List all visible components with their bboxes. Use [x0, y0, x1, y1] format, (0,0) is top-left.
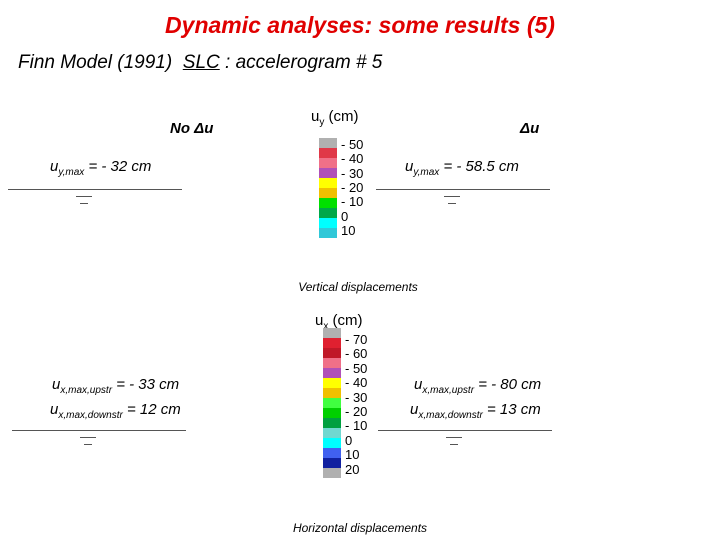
legend-label: - 10	[341, 194, 364, 210]
legend-swatch	[319, 208, 337, 218]
legend-label: - 50	[345, 360, 368, 376]
legend-swatch	[323, 408, 341, 418]
legend-swatch	[323, 338, 341, 348]
legend-swatch	[323, 428, 341, 438]
legend-swatch	[319, 178, 337, 188]
value-text: = - 58.5 cm	[439, 158, 519, 175]
legend-swatch	[323, 448, 341, 458]
symbol: u	[50, 158, 59, 175]
subtitle-part: : accelerogram # 5	[225, 52, 383, 73]
legend-label: 10	[341, 222, 356, 238]
line	[450, 444, 458, 445]
legend-label: - 50	[341, 137, 364, 152]
legend-swatch	[319, 218, 337, 228]
line	[444, 196, 460, 197]
legend-swatch	[319, 138, 337, 148]
title: Dynamic analyses: some results (5)	[165, 12, 555, 38]
symbol: u	[50, 401, 59, 418]
caption: Vertical displacements	[298, 280, 418, 294]
value-text: = - 33 cm	[112, 376, 180, 393]
subscript: x,max,downstr	[418, 410, 483, 421]
legend-label: 0	[341, 208, 349, 224]
line	[378, 430, 552, 431]
subscript: y,max	[58, 167, 85, 178]
value-text: = - 80 cm	[474, 376, 542, 393]
line	[8, 189, 182, 190]
legend-swatch	[323, 438, 341, 448]
line	[76, 196, 92, 197]
legend-label: - 20	[341, 179, 364, 195]
legend-swatch	[319, 228, 337, 238]
line	[80, 203, 88, 204]
unit: (cm)	[324, 108, 359, 125]
legend-swatch	[323, 348, 341, 358]
result: ux,max,upstr = - 33 cm	[52, 376, 179, 396]
line	[84, 444, 92, 445]
legend-swatch	[319, 168, 337, 178]
legend-label: - 30	[345, 389, 368, 405]
subscript: x,max,upstr	[60, 385, 113, 396]
legend-swatch	[323, 418, 341, 428]
legend-swatch	[323, 378, 341, 388]
result: uy,max = - 32 cm	[50, 158, 151, 178]
subscript: y	[319, 117, 325, 128]
value-text: = 13 cm	[482, 401, 541, 418]
legend-swatch	[323, 468, 341, 478]
value-text: = 12 cm	[122, 401, 181, 418]
legend-label: - 40	[341, 151, 364, 167]
line	[446, 437, 462, 438]
legend-swatch	[319, 188, 337, 198]
legend-swatch	[323, 398, 341, 408]
legend-label: - 10	[345, 418, 368, 434]
value-text: = - 32 cm	[84, 158, 152, 175]
legend-label: - 30	[341, 165, 364, 181]
legend-label: - 20	[345, 404, 368, 419]
legend-label: 0	[345, 432, 353, 448]
subtitle: Finn Model (1991) SLC : accelerogram # 5	[18, 52, 382, 74]
legend-swatch	[323, 328, 341, 338]
panel-label: No Δu	[170, 120, 214, 137]
subscript: x,max,downstr	[58, 410, 123, 421]
symbol: u	[311, 108, 320, 125]
subscript: x,max,upstr	[422, 385, 475, 396]
legend-swatch	[319, 148, 337, 158]
subtitle-part: Finn Model (1991)	[18, 52, 173, 73]
line	[448, 203, 456, 204]
symbol: u	[414, 376, 423, 393]
legend-swatch	[323, 458, 341, 468]
legend-swatch	[323, 358, 341, 368]
legend-label: 20	[345, 461, 360, 477]
legend-swatch	[323, 388, 341, 398]
legend-swatch	[319, 198, 337, 208]
legend-label: 10	[345, 447, 360, 463]
subscript: x	[323, 321, 329, 332]
legend-label: - 70	[345, 332, 368, 347]
subscript: y,max	[413, 167, 440, 178]
subtitle-part: SLC	[182, 52, 220, 73]
caption: Horizontal displacements	[292, 521, 428, 535]
legend-swatch	[323, 368, 341, 378]
legend-label: - 60	[345, 346, 368, 362]
panel-label: Δu	[520, 120, 540, 137]
result: ux,max,downstr = 12 cm	[50, 401, 181, 421]
unit: (cm)	[328, 312, 363, 329]
symbol: u	[52, 376, 61, 393]
line	[376, 189, 550, 190]
legend-label: - 40	[345, 375, 368, 391]
legend-title: uy (cm)	[311, 108, 359, 128]
result: ux,max,downstr = 13 cm	[410, 401, 541, 421]
line	[80, 437, 96, 438]
legend-title: ux (cm)	[315, 312, 363, 332]
symbol: u	[410, 401, 419, 418]
legend-swatch	[319, 158, 337, 168]
symbol: u	[315, 312, 324, 329]
result: ux,max,upstr = - 80 cm	[414, 376, 541, 396]
symbol: u	[405, 158, 414, 175]
line	[12, 430, 186, 431]
result: uy,max = - 58.5 cm	[405, 158, 519, 178]
